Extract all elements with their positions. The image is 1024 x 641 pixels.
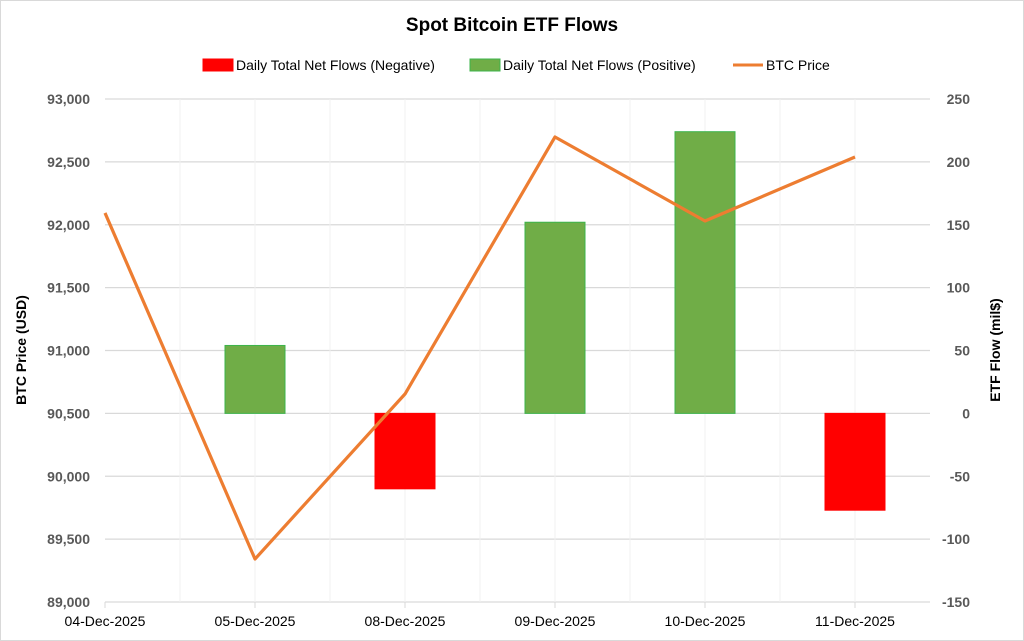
legend: Daily Total Net Flows (Negative) Daily To… [202, 57, 830, 73]
y-tick-right: -50 [950, 468, 970, 484]
legend-label: Daily Total Net Flows (Positive) [503, 57, 696, 73]
y-tick-left: 89,500 [47, 531, 90, 547]
y-tick-left: 92,500 [47, 154, 90, 170]
legend-label: BTC Price [766, 57, 830, 73]
y-tick-right: 150 [947, 217, 971, 233]
bar-11-Dec-2025 [824, 412, 886, 511]
price-line [103, 135, 856, 561]
axes: 89,000 89,500 90,000 90,500 91,000 91,500 92,0… [47, 91, 970, 629]
x-tick-label: 05-Dec-2025 [215, 613, 296, 629]
bars [224, 131, 886, 511]
y-tick-right: -150 [942, 594, 970, 610]
x-tick-label: 11-Dec-2025 [815, 613, 895, 629]
legend-label: Daily Total Net Flows (Negative) [236, 57, 435, 73]
y-tick-left: 90,000 [47, 468, 90, 484]
y-tick-left: 92,000 [47, 217, 90, 233]
bar-09-Dec-2025 [524, 221, 586, 414]
y-tick-right: 200 [947, 154, 971, 170]
chart-title: Spot Bitcoin ETF Flows [406, 15, 618, 36]
x-tick-label: 04-Dec-2025 [65, 613, 146, 629]
y-tick-right: -100 [942, 531, 970, 547]
y-tick-left: 90,500 [47, 405, 90, 421]
y-tick-left: 91,500 [47, 280, 90, 296]
y-tick-left: 93,000 [47, 91, 90, 107]
bar-08-Dec-2025 [374, 412, 436, 490]
x-tick-label: 08-Dec-2025 [365, 613, 446, 629]
y-tick-right: 100 [947, 280, 971, 296]
y-tick-left: 91,000 [47, 343, 90, 359]
y-tick-right: 0 [962, 405, 970, 421]
y-tick-left: 89,000 [47, 594, 90, 610]
x-tick-label: 09-Dec-2025 [515, 613, 596, 629]
y-axis-right-label: ETF Flow (mil$) [987, 298, 1003, 401]
bar-10-Dec-2025 [674, 131, 736, 414]
x-tick-label: 10-Dec-2025 [665, 613, 746, 629]
y-tick-right: 50 [954, 343, 970, 359]
y-axis-left-label: BTC Price (USD) [13, 295, 29, 405]
btc-price-line [103, 135, 856, 561]
legend-swatch [202, 58, 234, 72]
legend-swatch [469, 58, 501, 72]
y-tick-right: 250 [947, 91, 971, 107]
bar-05-Dec-2025 [224, 344, 286, 414]
